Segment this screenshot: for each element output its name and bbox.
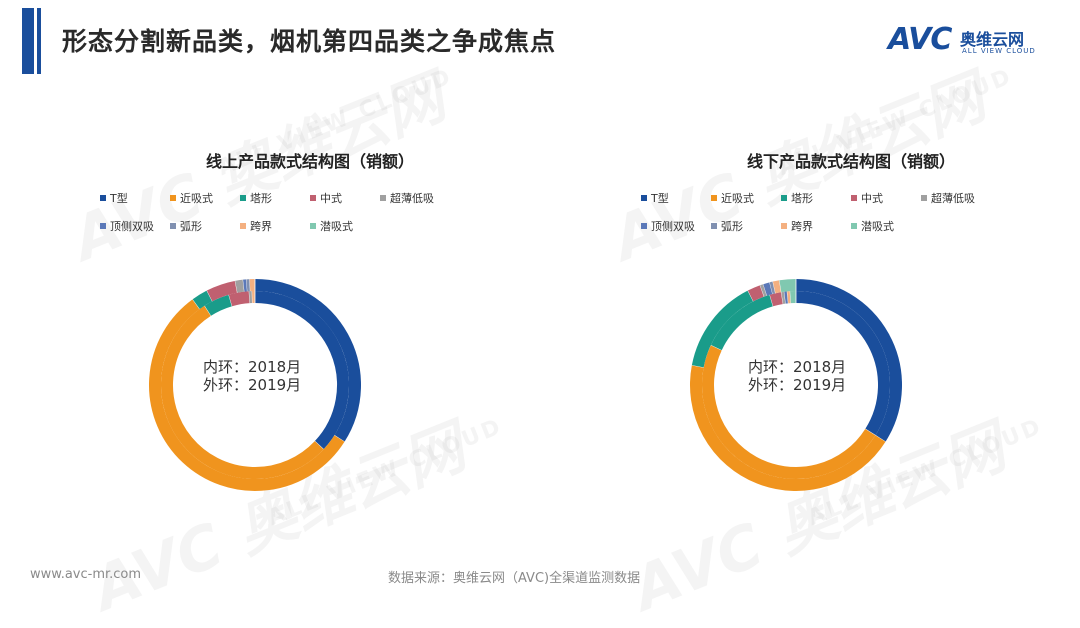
legend-label: 顶侧双吸: [110, 220, 154, 233]
logo-avc-text: AVC: [888, 22, 951, 57]
legend-item: 跨界: [781, 218, 813, 234]
donut-center-label: 内环：2018月 外环：2019月: [203, 358, 301, 394]
legend-label: 塔形: [250, 192, 272, 205]
inner-ring-label: 内环：2018月: [203, 358, 301, 376]
footer-source: 数据来源：奥维云网（AVC)全渠道监测数据: [388, 567, 640, 586]
online-chart-panel: 线上产品款式结构图（销额） T型 近吸式 塔形 中式 超薄低吸顶侧双吸 弧形 跨界 潜吸式 内…: [100, 140, 520, 500]
legend-item: T型: [100, 190, 128, 206]
legend-item: 顶侧双吸: [100, 218, 154, 234]
legend-item: 中式: [851, 190, 883, 206]
legend-label: 超薄低吸: [931, 192, 975, 205]
chart-title: 线下产品款式结构图（销额）: [641, 148, 1061, 172]
legend-label: T型: [651, 192, 669, 205]
title-accent-bar: [22, 8, 34, 74]
outer-ring-slice-中式: [751, 291, 763, 296]
legend-swatch: [100, 223, 106, 229]
legend-swatch: [641, 195, 647, 201]
legend-swatch: [781, 223, 787, 229]
legend-swatch: [380, 195, 386, 201]
legend-label: 弧形: [180, 220, 202, 233]
legend-label: 跨界: [791, 220, 813, 233]
legend-swatch: [851, 223, 857, 229]
legend-item: 弧形: [170, 218, 202, 234]
legend-item: T型: [641, 190, 669, 206]
legend-swatch: [711, 195, 717, 201]
outer-ring-slice-跨界: [774, 286, 780, 287]
outer-ring-slice-超薄低吸: [236, 286, 243, 287]
legend-swatch: [711, 223, 717, 229]
outer-ring-label: 外环：2019月: [203, 376, 301, 394]
outer-ring-slice-弧形: [771, 287, 774, 288]
logo-en-text: ALL VIEW CLOUD: [962, 47, 1036, 55]
legend-swatch: [921, 195, 927, 201]
legend-label: 近吸式: [180, 192, 213, 205]
legend-swatch: [851, 195, 857, 201]
title-accent-bar-thin: [37, 8, 41, 74]
legend-label: 超薄低吸: [390, 192, 434, 205]
legend-label: 中式: [861, 192, 883, 205]
legend-swatch: [170, 223, 176, 229]
legend-swatch: [781, 195, 787, 201]
legend-label: T型: [110, 192, 128, 205]
footer-url: www.avc-mr.com: [30, 567, 141, 582]
legend-item: 塔形: [781, 190, 813, 206]
inner-ring-label: 内环：2018月: [748, 358, 846, 376]
donut-center-label: 内环：2018月 外环：2019月: [748, 358, 846, 394]
legend-item: 顶侧双吸: [641, 218, 695, 234]
legend-label: 跨界: [250, 220, 272, 233]
legend-label: 中式: [320, 192, 342, 205]
legend-swatch: [240, 223, 246, 229]
inner-ring-slice-塔形: [208, 300, 231, 310]
legend-item: 近吸式: [711, 190, 754, 206]
legend-swatch: [100, 195, 106, 201]
offline-chart-panel: 线下产品款式结构图（销额） T型 近吸式 塔形 中式 超薄低吸顶侧双吸 弧形 跨界 潜吸式 内…: [641, 140, 1061, 500]
legend-label: 近吸式: [721, 192, 754, 205]
legend-item: 跨界: [240, 218, 272, 234]
legend-label: 潜吸式: [861, 220, 894, 233]
legend-item: 弧形: [711, 218, 743, 234]
legend-item: 近吸式: [170, 190, 213, 206]
legend-item: 中式: [310, 190, 342, 206]
legend-swatch: [641, 223, 647, 229]
avc-logo: AVC 奥维云网 ALL VIEW CLOUD: [888, 22, 1063, 62]
legend-item: 潜吸式: [310, 218, 353, 234]
legend-label: 塔形: [791, 192, 813, 205]
legend-swatch: [310, 223, 316, 229]
legend-label: 潜吸式: [320, 220, 353, 233]
legend-item: 潜吸式: [851, 218, 894, 234]
legend-item: 超薄低吸: [921, 190, 975, 206]
legend-label: 顶侧双吸: [651, 220, 695, 233]
legend-item: 塔形: [240, 190, 272, 206]
outer-ring-slice-塔形: [196, 296, 209, 304]
outer-ring-slice-顶侧双吸: [765, 288, 771, 290]
outer-ring-label: 外环：2019月: [748, 376, 846, 394]
legend-label: 弧形: [721, 220, 743, 233]
legend-swatch: [240, 195, 246, 201]
legend-swatch: [170, 195, 176, 201]
inner-ring-slice-中式: [230, 297, 249, 300]
inner-ring-slice-中式: [771, 298, 782, 300]
outer-ring-slice-潜吸式: [780, 285, 796, 286]
legend-item: 超薄低吸: [380, 190, 434, 206]
outer-ring-slice-超薄低吸: [762, 290, 765, 291]
page-title: 形态分割新品类，烟机第四品类之争成焦点: [62, 22, 556, 58]
chart-title: 线上产品款式结构图（销额）: [100, 148, 520, 172]
legend-swatch: [310, 195, 316, 201]
